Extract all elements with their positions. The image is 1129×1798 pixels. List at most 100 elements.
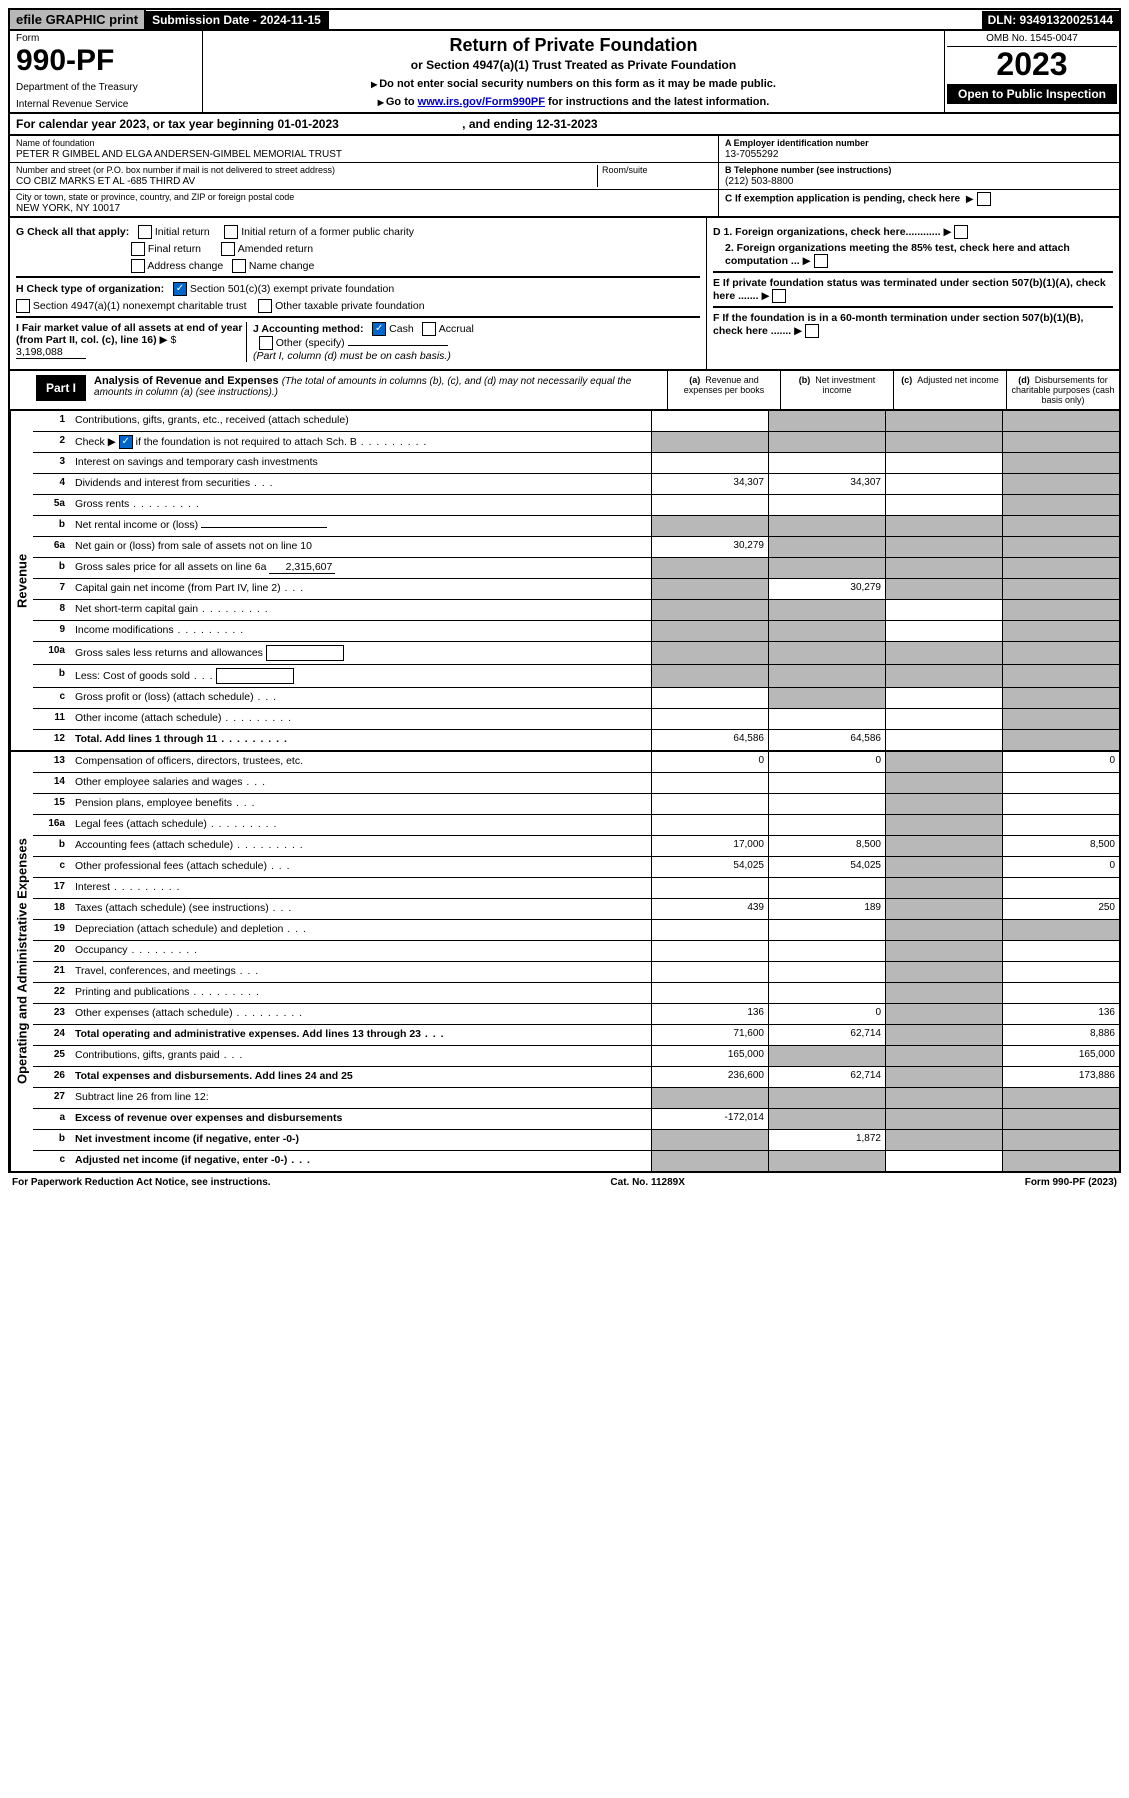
d1-checkbox[interactable] (954, 225, 968, 239)
r24-a: 71,600 (651, 1025, 768, 1045)
part-i-badge: Part I (36, 375, 86, 401)
other-taxable-checkbox[interactable] (258, 299, 272, 313)
sch-b-checkbox[interactable] (119, 435, 133, 449)
calendar-year-row: For calendar year 2023, or tax year begi… (8, 114, 1121, 136)
row-14-label: Other employee salaries and wages (75, 776, 243, 788)
initial-return-label: Initial return (155, 226, 210, 238)
name-change-label: Name change (249, 260, 314, 272)
row-27b-label: Net investment income (if negative, ente… (71, 1130, 651, 1150)
r26-a: 236,600 (651, 1067, 768, 1087)
r6a-a: 30,279 (651, 537, 768, 557)
omb-number: OMB No. 1545-0047 (947, 33, 1117, 47)
footer-left: For Paperwork Reduction Act Notice, see … (12, 1177, 271, 1188)
addr-change-label: Address change (147, 260, 223, 272)
row-2-post: if the foundation is not required to att… (133, 436, 357, 448)
row-4-label: Dividends and interest from securities (75, 477, 250, 489)
r27a-a: -172,014 (651, 1109, 768, 1129)
row-15-label: Pension plans, employee benefits (75, 797, 232, 809)
r23-d: 136 (1002, 1004, 1119, 1024)
row-27c-label: Adjusted net income (if negative, enter … (75, 1154, 287, 1166)
checks-section: G Check all that apply: Initial return I… (8, 218, 1121, 371)
cash-checkbox[interactable] (372, 322, 386, 336)
part-i-title: Analysis of Revenue and Expenses (94, 375, 282, 387)
r13-b: 0 (768, 752, 885, 772)
city-label: City or town, state or province, country… (16, 192, 712, 202)
501c3-label: Section 501(c)(3) exempt private foundat… (190, 283, 394, 295)
row-24-label: Total operating and administrative expen… (75, 1028, 421, 1040)
exemption-checkbox[interactable] (977, 192, 991, 206)
efile-print-label[interactable]: efile GRAPHIC print (10, 10, 146, 29)
row-25-label: Contributions, gifts, grants paid (75, 1049, 220, 1061)
r27b-b: 1,872 (768, 1130, 885, 1150)
address: CO CBIZ MARKS ET AL -685 THIRD AV (16, 176, 597, 187)
r4-b: 34,307 (768, 474, 885, 494)
col-b-header: (b) Net investment income (780, 371, 893, 409)
row-17-label: Interest (75, 881, 110, 893)
row-23-label: Other expenses (attach schedule) (75, 1007, 233, 1019)
r18-d: 250 (1002, 899, 1119, 919)
footer-right: Form 990-PF (2023) (1025, 1177, 1117, 1188)
amended-checkbox[interactable] (221, 242, 235, 256)
row-16b-label: Accounting fees (attach schedule) (75, 839, 233, 851)
form-label: Form (16, 33, 196, 44)
expenses-side-label: Operating and Administrative Expenses (10, 752, 33, 1171)
ein: 13-7055292 (725, 149, 1113, 160)
instr-goto-post: for instructions and the latest informat… (545, 96, 769, 108)
r13-d: 0 (1002, 752, 1119, 772)
r12-a: 64,586 (651, 730, 768, 750)
r18-b: 189 (768, 899, 885, 919)
d2-checkbox[interactable] (814, 254, 828, 268)
name-change-checkbox[interactable] (232, 259, 246, 273)
address-label: Number and street (or P.O. box number if… (16, 165, 597, 175)
row-1-label: Contributions, gifts, grants, etc., rece… (71, 411, 651, 431)
other-method-checkbox[interactable] (259, 336, 273, 350)
row-20-label: Occupancy (75, 944, 128, 956)
4947-checkbox[interactable] (16, 299, 30, 313)
check-i-label: I Fair market value of all assets at end… (16, 322, 242, 346)
r24-d: 8,886 (1002, 1025, 1119, 1045)
row-10c-label: Gross profit or (loss) (attach schedule) (75, 691, 254, 703)
submission-date: Submission Date - 2024-11-15 (146, 11, 329, 29)
row-27a-label: Excess of revenue over expenses and disb… (71, 1109, 651, 1129)
r16b-a: 17,000 (651, 836, 768, 856)
top-bar: efile GRAPHIC print Submission Date - 20… (8, 8, 1121, 31)
cal-year-begin: For calendar year 2023, or tax year begi… (16, 117, 339, 131)
col-a-header: (a) Revenue and expenses per books (667, 371, 780, 409)
row-16a-label: Legal fees (attach schedule) (75, 818, 207, 830)
expenses-table: Operating and Administrative Expenses 13… (8, 752, 1121, 1173)
foundation-name: PETER R GIMBEL AND ELGA ANDERSEN-GIMBEL … (16, 149, 712, 160)
other-taxable-label: Other taxable private foundation (275, 300, 424, 312)
final-return-checkbox[interactable] (131, 242, 145, 256)
row-9-label: Income modifications (75, 624, 174, 636)
501c3-checkbox[interactable] (173, 282, 187, 296)
irs-label: Internal Revenue Service (16, 99, 196, 110)
phone-label: B Telephone number (see instructions) (725, 165, 1113, 175)
r12-b: 64,586 (768, 730, 885, 750)
foundation-name-label: Name of foundation (16, 138, 712, 148)
r16b-b: 8,500 (768, 836, 885, 856)
r26-b: 62,714 (768, 1067, 885, 1087)
r23-a: 136 (651, 1004, 768, 1024)
cal-year-end: , and ending 12-31-2023 (462, 117, 597, 131)
r4-a: 34,307 (651, 474, 768, 494)
part-i-header: Part I Analysis of Revenue and Expenses … (8, 371, 1121, 411)
r18-a: 439 (651, 899, 768, 919)
row-6b-label: Gross sales price for all assets on line… (75, 561, 266, 573)
addr-change-checkbox[interactable] (131, 259, 145, 273)
row-5b-label: Net rental income or (loss) (75, 519, 198, 531)
initial-former-checkbox[interactable] (224, 225, 238, 239)
accrual-checkbox[interactable] (422, 322, 436, 336)
row-26-label: Total expenses and disbursements. Add li… (71, 1067, 651, 1087)
ein-label: A Employer identification number (725, 138, 1113, 148)
dln: DLN: 93491320025144 (982, 11, 1119, 29)
initial-return-checkbox[interactable] (138, 225, 152, 239)
r7-b: 30,279 (768, 579, 885, 599)
accrual-label: Accrual (439, 323, 474, 335)
irs-link[interactable]: www.irs.gov/Form990PF (418, 96, 545, 108)
instr-goto-pre: Go to (386, 96, 418, 108)
form-header: Form 990-PF Department of the Treasury I… (8, 31, 1121, 114)
row-18-label: Taxes (attach schedule) (see instruction… (75, 902, 269, 914)
r13-a: 0 (651, 752, 768, 772)
f-checkbox[interactable] (805, 324, 819, 338)
e-checkbox[interactable] (772, 289, 786, 303)
